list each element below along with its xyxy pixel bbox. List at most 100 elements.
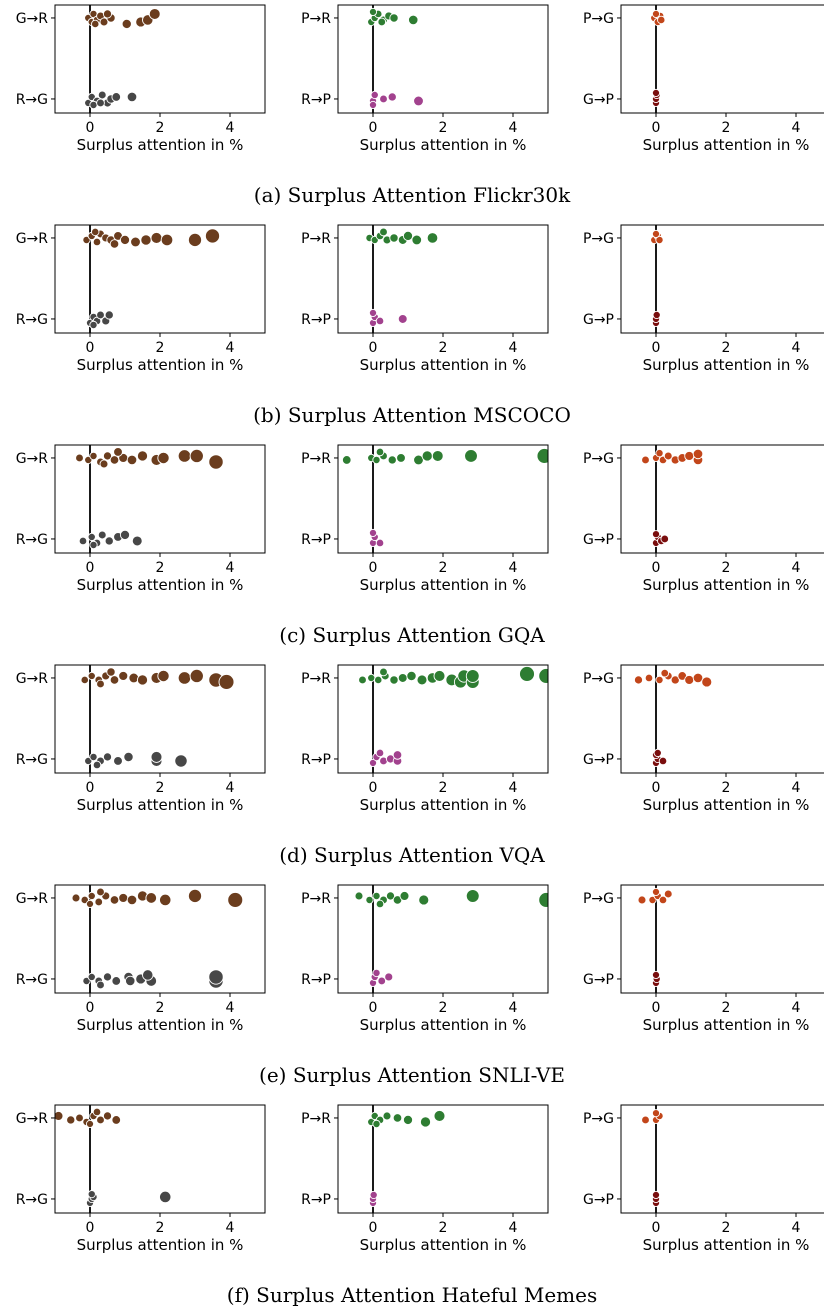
data-point (125, 975, 136, 987)
x-tick-label: 0 (86, 780, 95, 796)
data-point (208, 454, 224, 470)
data-point (389, 675, 399, 685)
x-axis-label: Surplus attention in % (643, 356, 810, 374)
data-point (87, 532, 96, 542)
x-tick-label: 0 (652, 560, 661, 576)
data-point (227, 892, 244, 908)
data-point (118, 670, 129, 681)
data-point (374, 675, 383, 685)
y-tick-label: R→G (16, 312, 48, 328)
data-point (411, 234, 423, 246)
y-tick-label: P→R (301, 671, 331, 687)
data-point (104, 310, 114, 320)
data-point (85, 1119, 95, 1129)
y-tick-label: P→R (301, 891, 331, 907)
data-point (106, 667, 116, 677)
x-axis-label: Surplus attention in % (643, 1016, 810, 1034)
data-point (177, 671, 192, 685)
data-point (397, 673, 408, 683)
data-point (431, 450, 444, 462)
data-point (85, 899, 95, 909)
points-layer (358, 666, 548, 768)
points-layer (641, 448, 704, 548)
x-tick-label: 2 (439, 1000, 448, 1016)
data-point (465, 889, 480, 903)
data-point (159, 1190, 172, 1204)
data-point (97, 90, 107, 100)
data-point (109, 895, 120, 905)
data-point (75, 453, 84, 463)
data-point (651, 1109, 661, 1118)
data-point (99, 459, 109, 469)
data-point (660, 534, 670, 544)
y-tick-label: R→P (301, 972, 331, 988)
data-point (375, 447, 385, 457)
y-tick-label: R→P (301, 532, 331, 548)
x-tick-label: 2 (722, 560, 731, 576)
y-tick-label: G→R (16, 11, 49, 27)
data-point (111, 92, 122, 102)
x-tick-label: 4 (226, 1000, 235, 1016)
data-point (375, 538, 385, 548)
data-point (159, 893, 172, 907)
data-point (55, 1111, 64, 1121)
data-point (519, 666, 535, 682)
data-point (204, 228, 221, 244)
data-point (389, 233, 399, 243)
data-point (408, 14, 419, 26)
data-point (119, 234, 131, 246)
data-point (118, 892, 129, 903)
data-point (652, 310, 661, 320)
data-point (87, 972, 96, 982)
y-tick-label: G→R (16, 671, 49, 687)
points-layer (82, 227, 221, 330)
data-point (418, 894, 430, 906)
x-tick-label: 0 (86, 1000, 95, 1016)
x-tick-label: 0 (369, 340, 378, 356)
data-point (372, 455, 381, 465)
data-point (385, 891, 396, 901)
data-point (402, 1114, 414, 1126)
data-point (136, 674, 149, 686)
x-tick-label: 2 (439, 120, 448, 136)
data-point (150, 751, 163, 763)
x-tick-label: 2 (439, 780, 448, 796)
data-point (121, 18, 132, 30)
x-tick-label: 4 (792, 120, 801, 136)
data-point (655, 675, 664, 685)
x-tick-label: 4 (226, 1220, 235, 1236)
data-point (368, 100, 378, 110)
y-tick-label: R→P (301, 92, 331, 108)
y-tick-label: P→R (301, 11, 331, 27)
x-tick-label: 2 (439, 1220, 448, 1236)
y-tick-label: P→G (583, 451, 614, 467)
data-point (406, 670, 417, 682)
x-axis-label: Surplus attention in % (643, 576, 810, 594)
x-tick-label: 2 (439, 560, 448, 576)
data-point (651, 229, 661, 239)
data-point (641, 455, 650, 465)
data-point (663, 451, 673, 461)
x-axis-label: Surplus attention in % (360, 1236, 527, 1254)
points-layer (80, 667, 235, 770)
data-point (80, 675, 89, 685)
x-axis-label: Surplus attention in % (360, 136, 527, 154)
x-tick-label: 0 (86, 340, 95, 356)
data-point (365, 895, 374, 905)
data-point (633, 675, 644, 685)
x-tick-label: 4 (509, 560, 518, 576)
x-axis-label: Surplus attention in % (360, 1016, 527, 1034)
y-tick-label: P→R (301, 1111, 331, 1127)
data-point (341, 455, 352, 465)
data-point (89, 540, 98, 550)
data-point (370, 90, 379, 100)
y-tick-label: R→G (16, 1192, 48, 1208)
x-tick-label: 0 (86, 560, 95, 576)
y-tick-label: G→R (16, 1111, 49, 1127)
y-tick-label: G→P (583, 752, 614, 768)
